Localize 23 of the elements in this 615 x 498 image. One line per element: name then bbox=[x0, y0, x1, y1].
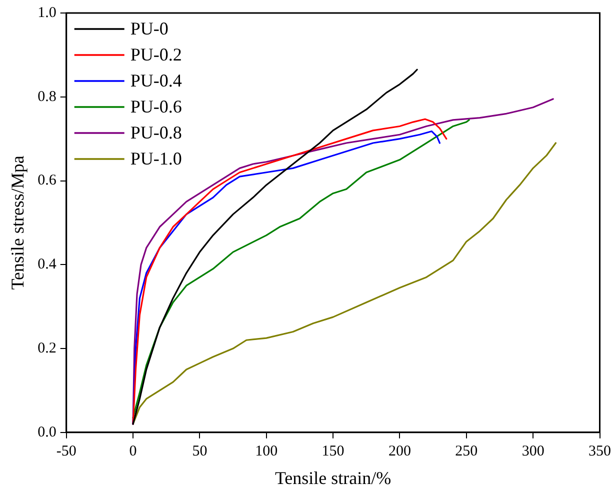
x-tick-label: 250 bbox=[455, 443, 478, 460]
legend-label: PU-0 bbox=[130, 18, 168, 39]
y-tick-label: 0.8 bbox=[38, 88, 56, 105]
y-tick-label: 0.2 bbox=[38, 340, 56, 356]
x-tick-label: 200 bbox=[388, 443, 411, 460]
x-axis-title: Tensile strain/% bbox=[274, 468, 392, 488]
legend-label: PU-1.0 bbox=[130, 148, 182, 169]
legend-label: PU-0.6 bbox=[130, 96, 182, 117]
legend-label: PU-0.2 bbox=[130, 44, 182, 65]
x-tick-label: 0 bbox=[129, 443, 137, 460]
x-tick-label: 350 bbox=[588, 443, 611, 460]
x-tick-label: 100 bbox=[255, 443, 278, 460]
y-tick-label: 0.6 bbox=[38, 172, 57, 189]
legend-label: PU-0.8 bbox=[130, 122, 182, 143]
y-axis-title: Tensile stress/Mpa bbox=[8, 156, 28, 290]
x-tick-label: 300 bbox=[522, 443, 544, 460]
y-tick-label: 1.0 bbox=[38, 4, 56, 21]
y-tick-label: 0.0 bbox=[38, 424, 56, 440]
x-tick-label: 50 bbox=[192, 443, 208, 460]
legend-label: PU-0.4 bbox=[130, 70, 182, 91]
x-tick-label: -50 bbox=[56, 443, 76, 460]
y-tick-label: 0.4 bbox=[38, 256, 57, 273]
x-tick-label: 150 bbox=[322, 443, 344, 460]
